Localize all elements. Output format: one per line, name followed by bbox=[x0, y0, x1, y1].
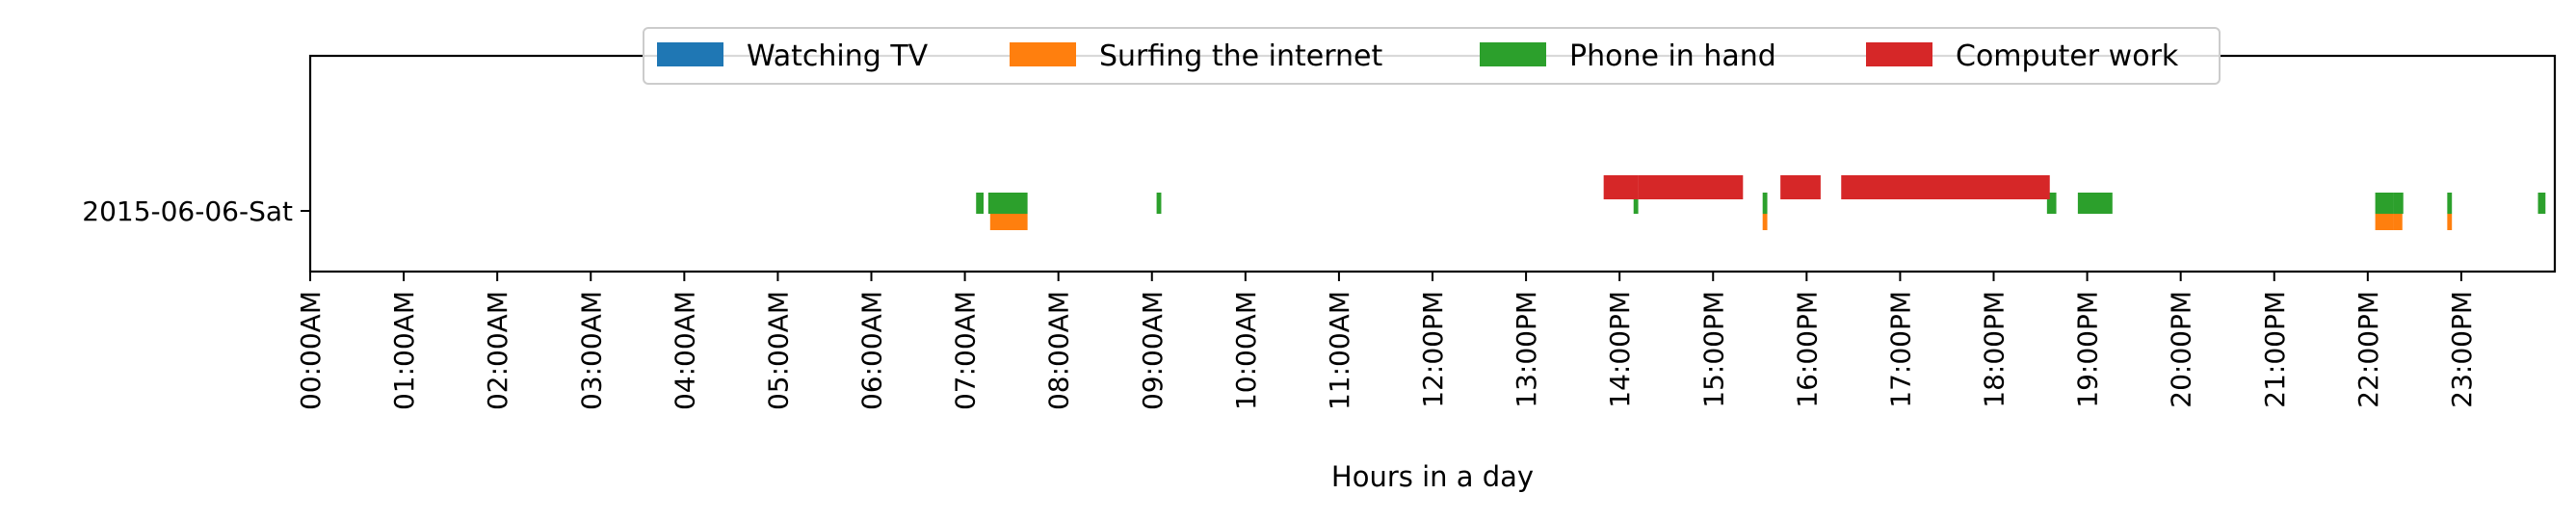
bar-phone-in-hand-3 bbox=[1633, 193, 1639, 214]
bar-phone-in-hand-8 bbox=[2393, 193, 2404, 214]
plot-frame bbox=[308, 54, 2557, 273]
y-tick-label: 2015-06-06-Sat bbox=[82, 195, 293, 227]
x-tick-label: 10:00AM bbox=[1230, 291, 1262, 410]
bar-phone-in-hand-5 bbox=[2046, 193, 2057, 214]
legend: Watching TV Surfing the internet Phone in … bbox=[643, 27, 2221, 85]
x-tick-label: 03:00AM bbox=[575, 291, 607, 410]
bar-surfing-the-internet-2 bbox=[2375, 214, 2394, 230]
x-tick-label: 00:00AM bbox=[295, 291, 327, 410]
legend-entry-label: Computer work bbox=[1956, 39, 2179, 73]
x-tick-label: 23:00PM bbox=[2446, 291, 2478, 408]
x-tick-label: 02:00AM bbox=[482, 291, 513, 410]
x-axis: 00:00AM 01:00AM 02:00AM 03:00AM 04:00AM 05:00… bbox=[295, 272, 2478, 410]
x-tick-label: 20:00PM bbox=[2166, 291, 2197, 408]
timeline-marks bbox=[976, 175, 2546, 230]
legend-entry-label: Phone in hand bbox=[1569, 39, 1776, 73]
bar-surfing-the-internet-3 bbox=[2393, 214, 2403, 230]
bar-phone-in-hand-0 bbox=[976, 193, 984, 214]
x-tick-label: 07:00AM bbox=[950, 291, 982, 410]
bar-surfing-the-internet-4 bbox=[2447, 214, 2453, 230]
x-tick-label: 01:00AM bbox=[388, 291, 420, 410]
bar-phone-in-hand-2 bbox=[1156, 193, 1162, 214]
legend-frame bbox=[643, 27, 2221, 85]
bar-computer-work-3 bbox=[1841, 175, 2050, 199]
y-axis: 2015-06-06-Sat bbox=[82, 195, 310, 227]
bar-surfing-the-internet-1 bbox=[1762, 214, 1768, 230]
legend-swatch bbox=[657, 42, 723, 66]
x-tick-label: 14:00PM bbox=[1604, 291, 1636, 408]
x-tick-label: 17:00PM bbox=[1884, 291, 1916, 408]
x-tick-label: 05:00AM bbox=[762, 291, 794, 410]
x-tick-label: 21:00PM bbox=[2259, 291, 2291, 408]
legend-entry-label: Watching TV bbox=[747, 39, 929, 73]
x-tick-label: 15:00PM bbox=[1697, 291, 1729, 408]
x-tick-label: 19:00PM bbox=[2072, 291, 2104, 408]
bar-computer-work-1 bbox=[1638, 175, 1744, 199]
x-tick-label: 22:00PM bbox=[2353, 291, 2384, 408]
legend-entry-label: Surfing the internet bbox=[1099, 39, 1382, 73]
x-tick-label: 06:00AM bbox=[856, 291, 888, 410]
bar-phone-in-hand-1 bbox=[987, 193, 1028, 214]
bar-phone-in-hand-4 bbox=[1762, 193, 1768, 214]
bar-phone-in-hand-6 bbox=[2077, 193, 2113, 214]
bar-phone-in-hand-7 bbox=[2375, 193, 2394, 214]
bar-phone-in-hand-9 bbox=[2447, 193, 2453, 214]
x-tick-label: 08:00AM bbox=[1043, 291, 1075, 410]
x-tick-label: 18:00PM bbox=[1979, 291, 2011, 408]
legend-swatch bbox=[1866, 42, 1932, 66]
bar-computer-work-0 bbox=[1603, 175, 1639, 199]
legend-swatch bbox=[1480, 42, 1546, 66]
x-tick-label: 12:00PM bbox=[1417, 291, 1449, 408]
legend-swatch bbox=[1010, 42, 1076, 66]
x-tick-label: 11:00AM bbox=[1324, 291, 1355, 410]
bar-computer-work-2 bbox=[1780, 175, 1821, 199]
x-tick-label: 09:00AM bbox=[1137, 291, 1169, 410]
bar-phone-in-hand-10 bbox=[2537, 193, 2546, 214]
bar-surfing-the-internet-0 bbox=[989, 214, 1028, 230]
x-axis-label: Hours in a day bbox=[1331, 460, 1534, 493]
x-tick-label: 16:00PM bbox=[1791, 291, 1823, 408]
x-tick-label: 04:00AM bbox=[669, 291, 700, 410]
x-tick-label: 13:00PM bbox=[1511, 291, 1542, 408]
